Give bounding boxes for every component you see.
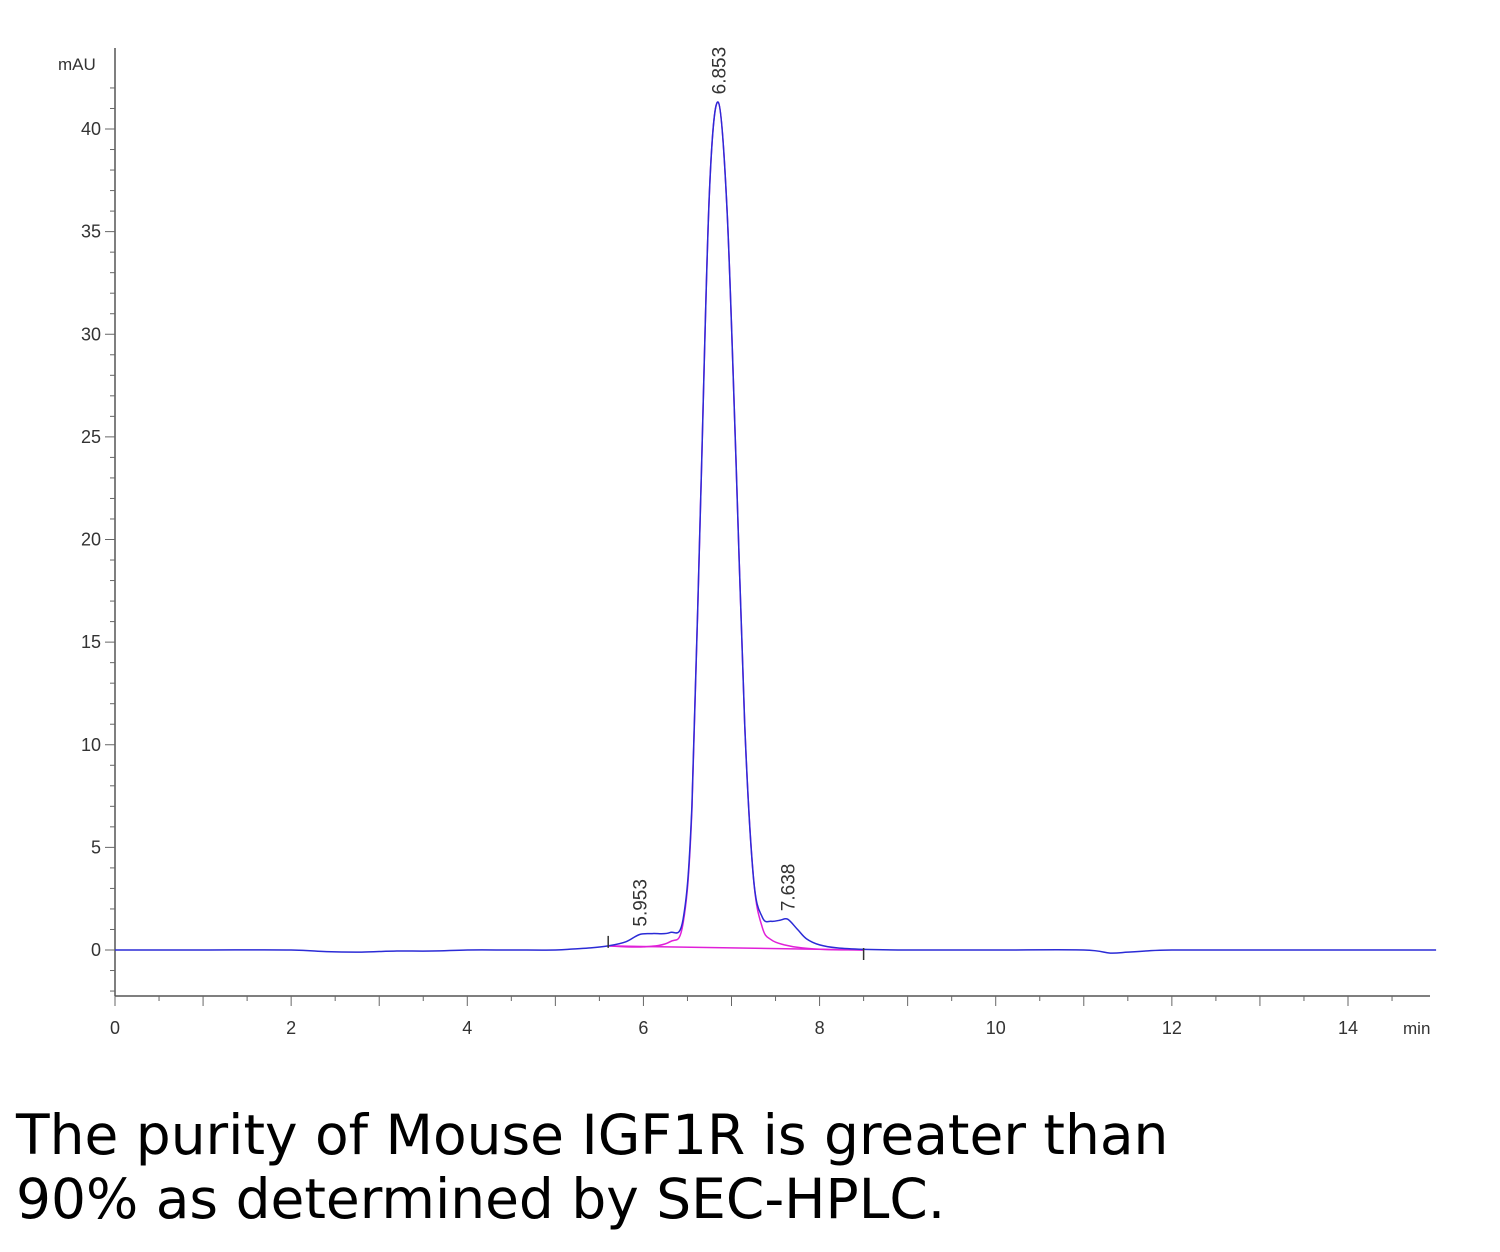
y-tick-label: 20 [81,530,101,550]
y-axis-label: mAU [58,55,96,74]
x-tick-label: 12 [1162,1018,1182,1038]
peak-label: 5.953 [630,879,651,927]
y-tick-label: 35 [81,222,101,242]
x-tick-label: 2 [286,1018,296,1038]
y-tick-label: 25 [81,427,101,447]
ticks: 0 5 10 15 20 25 30 35 40 0 2 4 6 8 10 12 14 [81,87,1393,1038]
peak-label: 6.853 [710,47,731,95]
x-tick-label: 8 [815,1018,825,1038]
chromatogram-chart: 0 5 10 15 20 25 30 35 40 0 2 4 6 8 10 12 14 5.953 6.853 7.… [58,47,1437,1038]
x-axis-label: min [1403,1019,1430,1038]
signal-line [114,101,1437,954]
x-tick-label: 0 [110,1018,120,1038]
fitted-peak-line [608,101,864,951]
axes [114,48,1430,997]
caption-line-2: 90% as determined by SEC-HPLC. [16,1167,946,1231]
caption: The purity of Mouse IGF1R is greater tha… [16,1103,1476,1231]
peak-label: 7.638 [779,864,800,912]
caption-line-1: The purity of Mouse IGF1R is greater tha… [16,1103,1169,1167]
peak-labels: 5.953 6.853 7.638 [630,47,799,927]
x-tick-label: 14 [1338,1018,1358,1038]
y-tick-label: 10 [81,735,101,755]
y-tick-label: 0 [91,940,101,960]
x-tick-label: 4 [462,1018,472,1038]
x-tick-label: 6 [638,1018,648,1038]
y-tick-label: 5 [91,837,101,857]
y-tick-label: 30 [81,324,101,344]
y-tick-label: 15 [81,632,101,652]
series-layer [114,101,1437,960]
x-tick-label: 10 [986,1018,1006,1038]
chromatogram-svg: 0 5 10 15 20 25 30 35 40 0 2 4 6 8 10 12 14 5.953 6.853 7.… [58,47,1437,1038]
y-tick-label: 40 [81,119,101,139]
